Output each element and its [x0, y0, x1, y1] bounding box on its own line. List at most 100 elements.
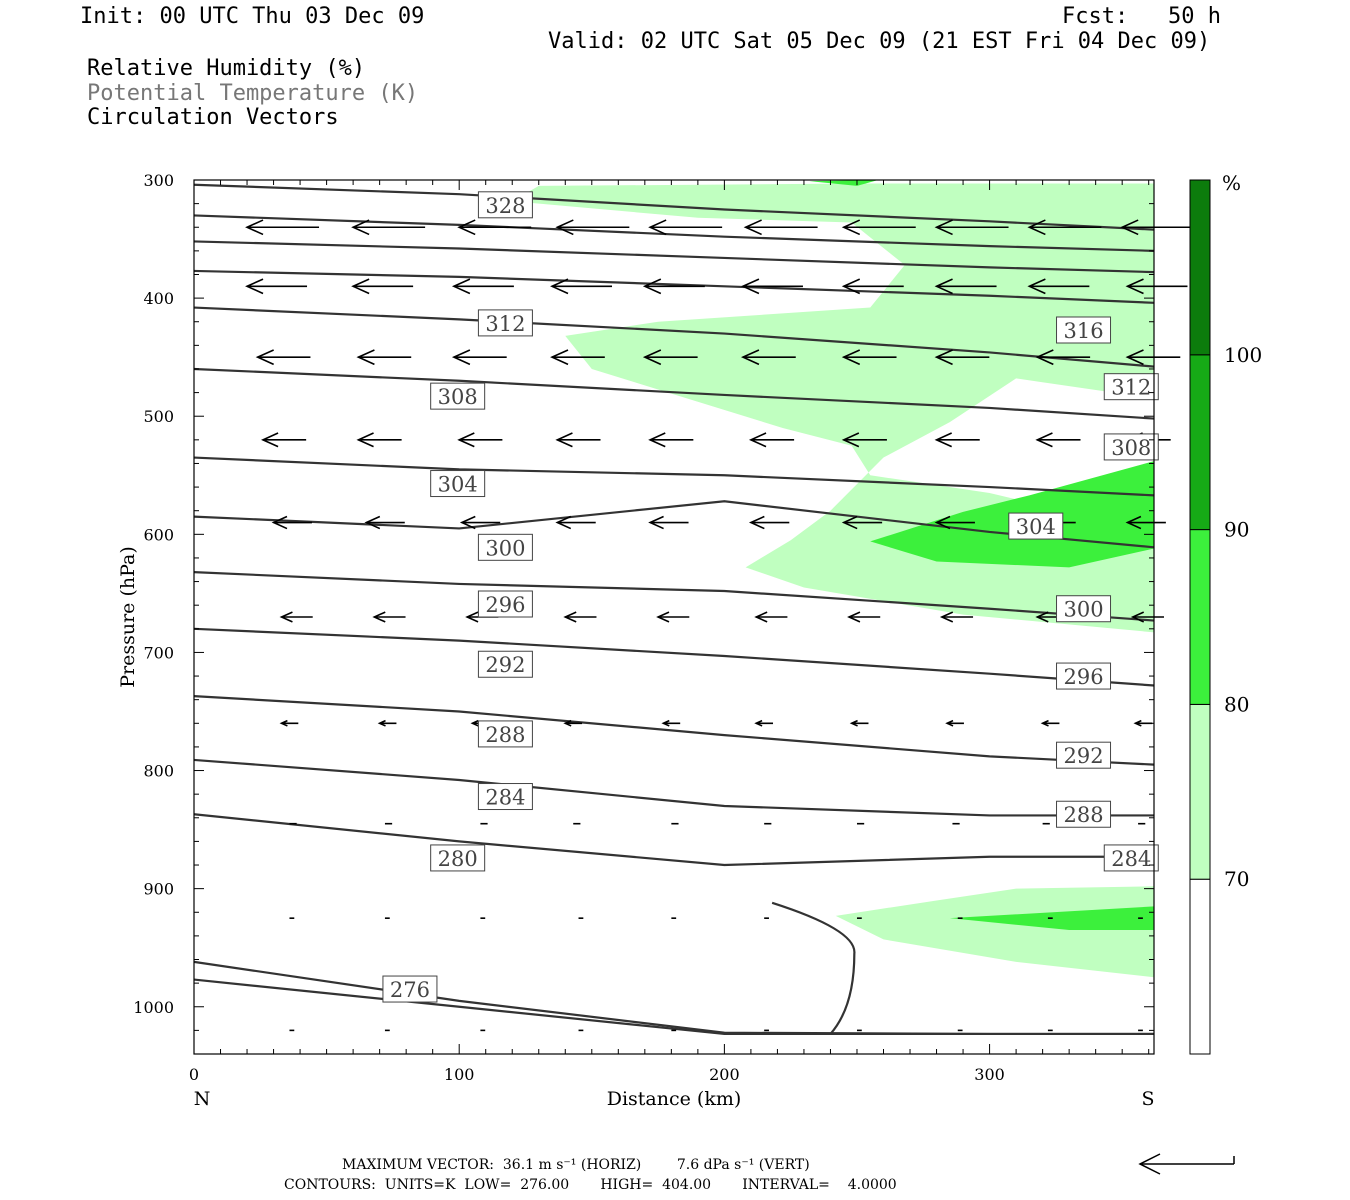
wind-vector-head	[934, 278, 953, 295]
theta-contour-328	[193, 183, 1155, 231]
theta-contour-312	[193, 367, 1155, 420]
contour-label-box	[382, 975, 438, 1003]
wind-vector-head	[841, 432, 860, 448]
contour-info-note: CONTOURS: UNITS=K LOW= 276.00 HIGH= 404.…	[284, 1177, 897, 1193]
wind-vector-head	[245, 278, 264, 295]
wind-vector-head	[1133, 719, 1142, 727]
contour-label-box	[430, 382, 486, 410]
contour-label: 288	[485, 723, 525, 747]
field-theta-label: Potential Temperature (K)	[87, 81, 419, 106]
colorbar-label: 100	[1224, 343, 1262, 367]
contour-label-box	[1056, 316, 1112, 344]
wind-vector-head	[849, 719, 858, 727]
theta-contour-292	[193, 695, 1155, 766]
y-tick-label: 500	[143, 407, 174, 426]
contour-label: 308	[438, 385, 478, 409]
wind-vector-head	[451, 278, 471, 295]
colorbar-label: 70	[1224, 867, 1249, 891]
wind-vector-head	[351, 278, 370, 295]
wind-vector-head	[1120, 219, 1139, 236]
wind-vector-head	[841, 349, 861, 366]
contour-label-box	[1103, 433, 1159, 461]
wind-vector-head	[555, 432, 573, 448]
x-tick-label: 200	[709, 1065, 740, 1084]
wind-vector-head	[741, 278, 760, 295]
rh-region-70	[835, 886, 1154, 978]
wind-vector-head	[939, 611, 954, 623]
theta-contour-300	[193, 571, 1155, 622]
wind-vector-head	[741, 349, 760, 366]
contour-label-layer: 328 312 316 308 312 308 304 304 300 300 296 296 292 2…	[382, 191, 1159, 1003]
contour-label-box	[1056, 741, 1112, 769]
wind-vector-head	[841, 219, 861, 236]
contour-label: 276	[390, 978, 430, 1002]
contour-label: 292	[485, 653, 525, 677]
theta-contour	[193, 214, 1155, 252]
theta-contour-layer	[193, 183, 1155, 1036]
wind-vector-head	[945, 719, 954, 727]
circulation-vector-layer	[245, 219, 1195, 1032]
contour-label-box	[477, 783, 533, 811]
wind-vector-head	[1125, 515, 1142, 530]
wind-vector-head	[934, 219, 953, 236]
contour-label-box	[477, 590, 533, 618]
contour-label-box	[477, 533, 533, 561]
valid-time: Valid: 02 UTC Sat 05 Dec 09 (21 EST Fri …	[548, 29, 1211, 54]
wind-vector-head	[748, 515, 765, 530]
contour-label: 284	[1111, 847, 1151, 871]
wind-vector-head	[372, 611, 386, 623]
contour-label-box	[1056, 662, 1112, 690]
theta-contour-276	[193, 978, 1154, 1036]
wind-vector-head	[459, 515, 476, 530]
colorbar-segment	[1189, 179, 1211, 356]
contour-label: 300	[485, 536, 525, 560]
wind-vector-head	[356, 432, 374, 448]
theta-contour-296	[193, 627, 1155, 687]
field-vectors-label: Circulation Vectors	[87, 105, 339, 130]
contour-label-box	[1103, 844, 1159, 872]
contour-label: 280	[438, 847, 478, 871]
contour-label-box	[477, 720, 533, 748]
theta-contour-280	[193, 960, 1154, 1036]
wind-vector-head	[261, 432, 279, 448]
contour-label: 296	[485, 593, 525, 617]
contour-label-box	[1008, 512, 1064, 540]
wind-vector-head	[1027, 278, 1046, 295]
colorbar-segment	[1189, 703, 1211, 880]
wind-vector-head	[465, 611, 479, 623]
reference-vector	[1138, 1153, 1235, 1175]
wind-vector-head	[754, 719, 763, 727]
wind-vector-head	[550, 349, 569, 366]
wind-vector-head	[1130, 611, 1145, 623]
x-tick-label: 100	[444, 1065, 475, 1084]
wind-vector-head	[550, 278, 569, 295]
y-axis-title: Pressure (hPa)	[117, 546, 139, 688]
wind-vector-head	[377, 719, 386, 727]
wind-vector-head	[555, 219, 574, 236]
wind-vector-head	[1125, 349, 1144, 366]
wind-vector-head	[1027, 219, 1046, 236]
wind-vector-head	[934, 432, 952, 448]
colorbar-segment	[1189, 878, 1211, 1055]
colorbar-label: 80	[1224, 692, 1249, 716]
x-axis-title: Distance (km)	[607, 1088, 742, 1110]
contour-label: 300	[1063, 598, 1103, 622]
colorbar: 70 80 90 100%	[1189, 171, 1262, 1055]
contour-label-box	[430, 470, 486, 498]
contour-label: 284	[485, 786, 525, 810]
x-end-label-south: S	[1141, 1088, 1154, 1110]
wind-vector-head	[245, 219, 264, 236]
theta-contour-288	[193, 758, 1154, 817]
axes: 0 100 200 300 300 400 500 600 700 800 900 1000	[133, 171, 1155, 1084]
theta-contour	[193, 240, 1155, 274]
y-tick-label: 400	[143, 289, 174, 308]
wind-vector-head	[1040, 719, 1049, 727]
y-tick-label: 600	[143, 525, 174, 544]
wind-vector-head	[642, 349, 662, 366]
wind-vector-head	[648, 515, 664, 530]
wind-vector-head	[457, 219, 476, 236]
forecast-hour: Fcst: 50 h	[1062, 4, 1221, 29]
contour-label-box	[430, 844, 486, 872]
wind-vector-head	[255, 349, 274, 366]
x-tick-label: 0	[189, 1065, 199, 1084]
